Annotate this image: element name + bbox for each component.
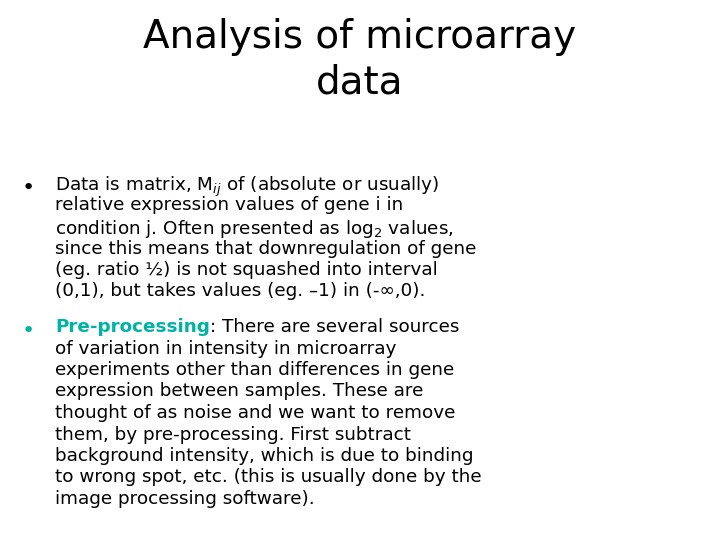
Text: Data is matrix, M$_{ij}$ of (absolute or usually): Data is matrix, M$_{ij}$ of (absolute or… xyxy=(55,175,439,199)
Text: since this means that downregulation of gene: since this means that downregulation of … xyxy=(55,240,477,258)
Text: relative expression values of gene i in: relative expression values of gene i in xyxy=(55,197,403,214)
Text: to wrong spot, etc. (this is usually done by the: to wrong spot, etc. (this is usually don… xyxy=(55,469,482,487)
Text: expression between samples. These are: expression between samples. These are xyxy=(55,382,423,401)
Text: •: • xyxy=(22,321,35,341)
Text: Analysis of microarray
data: Analysis of microarray data xyxy=(143,18,577,102)
Text: : There are several sources: : There are several sources xyxy=(210,318,459,336)
Text: •: • xyxy=(22,178,35,198)
Text: condition j. Often presented as log$_2$ values,: condition j. Often presented as log$_2$ … xyxy=(55,218,454,240)
Text: Pre-processing: Pre-processing xyxy=(55,318,210,336)
Text: (eg. ratio ½) is not squashed into interval: (eg. ratio ½) is not squashed into inter… xyxy=(55,261,438,279)
Text: experiments other than differences in gene: experiments other than differences in ge… xyxy=(55,361,454,379)
Text: (0,1), but takes values (eg. –1) in (-∞,0).: (0,1), but takes values (eg. –1) in (-∞,… xyxy=(55,282,426,300)
Text: of variation in intensity in microarray: of variation in intensity in microarray xyxy=(55,340,397,357)
Text: image processing software).: image processing software). xyxy=(55,490,315,508)
Text: thought of as noise and we want to remove: thought of as noise and we want to remov… xyxy=(55,404,455,422)
Text: them, by pre-processing. First subtract: them, by pre-processing. First subtract xyxy=(55,426,411,443)
Text: background intensity, which is due to binding: background intensity, which is due to bi… xyxy=(55,447,474,465)
